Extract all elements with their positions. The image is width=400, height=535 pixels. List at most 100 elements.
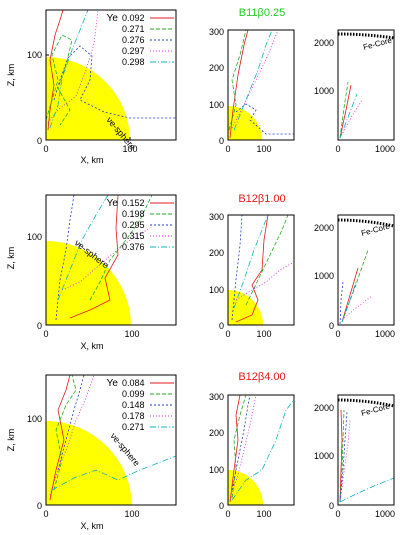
- x-tick-label: 100: [124, 329, 139, 339]
- trajectory-0.092: [229, 30, 249, 139]
- legend: Ye 0.092 0.271 0.276 0.297 0.298: [107, 13, 174, 67]
- row1-panel-mid: 0 100 200 300 0 100: [209, 27, 295, 154]
- neutrinosphere-fill: [46, 57, 130, 140]
- row3-panel-inner: 0 100 0 100 X, km Z, km νe-sphere Ye 0.0…: [6, 374, 177, 531]
- y-tick-label: 200: [209, 428, 224, 438]
- x-tick-label: 0: [225, 144, 230, 154]
- trajectory-0.376: [341, 281, 357, 323]
- neutrinosphere-fill: [228, 470, 263, 505]
- row1-panel-outer: 1000 2000 0 1000 Fe-Core: [314, 29, 395, 154]
- y-tick-label: 100: [209, 465, 224, 475]
- trajectory-0.084: [339, 409, 343, 503]
- fe-core-boundary: [338, 32, 394, 40]
- x-axis-label: X, km: [80, 521, 103, 531]
- axes-frame: [337, 394, 395, 506]
- x-tick-label: 100: [124, 509, 139, 519]
- axes-frame: [337, 29, 395, 141]
- trajectory-0.148: [57, 375, 85, 471]
- legend-label: 0.376: [122, 242, 145, 252]
- model-label: B11β0.25: [239, 7, 286, 19]
- trajectory-0.099: [339, 409, 345, 503]
- y-tick-label: 100: [27, 414, 42, 424]
- trajectory-0.148: [339, 411, 348, 503]
- y-axis-label: Z, km: [6, 64, 16, 87]
- axes-frame: [227, 394, 295, 506]
- y-tick-label: 100: [27, 50, 42, 60]
- fe-core-label: Fe-Core: [360, 402, 391, 418]
- axes-frame: [45, 194, 177, 326]
- axes-frame: [337, 214, 395, 326]
- y-tick-label: 0: [329, 321, 334, 331]
- row1-panel-inner: 0 100 0 100 X, km Z, km νe-sphere Ye 0.0…: [6, 9, 177, 165]
- row-1: 0 100 0 100 X, km Z, km νe-sphere Ye 0.0…: [6, 7, 395, 165]
- y-tick-label: 1000: [314, 86, 334, 96]
- trajectory-0.084: [49, 375, 71, 501]
- trajectory-0.295: [339, 281, 344, 325]
- x-axis-label: X, km: [80, 341, 103, 351]
- legend-label: 0.178: [122, 411, 145, 421]
- row3-panel-mid: 0 100 200 300 0 100: [209, 392, 295, 519]
- y-tick-label: 300: [209, 212, 224, 222]
- model-label: B12β4.00: [238, 371, 285, 383]
- x-tick-label: 100: [256, 144, 271, 154]
- y-tick-label: 1000: [314, 451, 334, 461]
- y-axis-label: Z, km: [6, 247, 16, 270]
- x-tick-label: 0: [43, 329, 48, 339]
- trajectory-0.092: [339, 84, 352, 139]
- x-tick-label: 0: [335, 144, 340, 154]
- y-tick-label: 0: [37, 321, 42, 331]
- y-tick-label: 100: [209, 285, 224, 295]
- legend-label: 0.271: [122, 422, 145, 432]
- y-tick-label: 200: [209, 63, 224, 73]
- y-tick-label: 0: [219, 136, 224, 146]
- legend-label: 0.084: [122, 378, 145, 388]
- legend-label: 0.092: [122, 13, 145, 23]
- trajectory-0.295: [231, 215, 243, 321]
- neutrinosphere-fill: [46, 241, 131, 325]
- y-tick-label: 300: [209, 392, 224, 402]
- x-tick-label: 0: [225, 329, 230, 339]
- legend-title: Ye: [107, 378, 119, 389]
- trajectory-0.271: [228, 30, 247, 131]
- y-tick-label: 0: [219, 501, 224, 511]
- legend-label: 0.295: [122, 220, 145, 230]
- legend-label: 0.276: [122, 35, 145, 45]
- y-tick-label: 1000: [314, 271, 334, 281]
- trajectory-0.198: [341, 249, 369, 323]
- trajectory-0.271: [231, 399, 294, 501]
- row2-panel-mid: 0 100 200 300 0 100: [209, 212, 295, 339]
- y-tick-label: 300: [209, 27, 224, 37]
- trajectory-0.376: [233, 215, 269, 309]
- legend-label: 0.297: [122, 46, 145, 56]
- trajectory-0.148: [231, 395, 251, 491]
- fe-core-label: Fe-Core: [362, 36, 393, 52]
- y-tick-label: 100: [27, 232, 42, 242]
- axes-frame: [227, 214, 295, 326]
- legend-label: 0.315: [122, 231, 145, 241]
- trajectory-0.297: [231, 30, 279, 129]
- x-tick-label: 100: [256, 509, 271, 519]
- y-tick-label: 0: [37, 136, 42, 146]
- y-tick-label: 0: [219, 321, 224, 331]
- fe-core-boundary: [338, 398, 394, 408]
- legend-title: Ye: [107, 13, 119, 24]
- x-tick-label: 0: [335, 329, 340, 339]
- model-label: B12β1.00: [238, 193, 285, 205]
- neutrinosphere-fill: [228, 290, 263, 325]
- x-tick-label: 0: [43, 509, 48, 519]
- y-tick-label: 2000: [314, 38, 334, 48]
- trajectory-0.297: [46, 10, 99, 126]
- y-tick-label: 200: [209, 248, 224, 258]
- trajectory-0.152: [235, 215, 269, 323]
- y-tick-label: 2000: [314, 223, 334, 233]
- axes-frame: [227, 29, 295, 141]
- fe-core-label: Fe-Core: [360, 222, 391, 238]
- row3-panel-outer: 0 1000 2000 0 1000 Fe-Core: [314, 394, 395, 519]
- legend-title: Ye: [107, 198, 119, 209]
- trajectory-0.298: [233, 30, 273, 131]
- row-3: 0 100 0 100 X, km Z, km νe-sphere Ye 0.0…: [6, 371, 395, 531]
- trajectory-0.099: [53, 375, 77, 491]
- trajectory-0.298: [49, 10, 89, 129]
- trajectory-0.198: [245, 215, 289, 306]
